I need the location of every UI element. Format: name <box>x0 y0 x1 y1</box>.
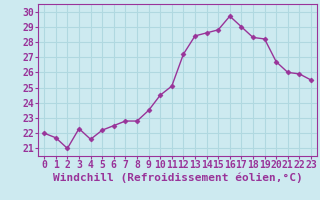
X-axis label: Windchill (Refroidissement éolien,°C): Windchill (Refroidissement éolien,°C) <box>53 173 302 183</box>
